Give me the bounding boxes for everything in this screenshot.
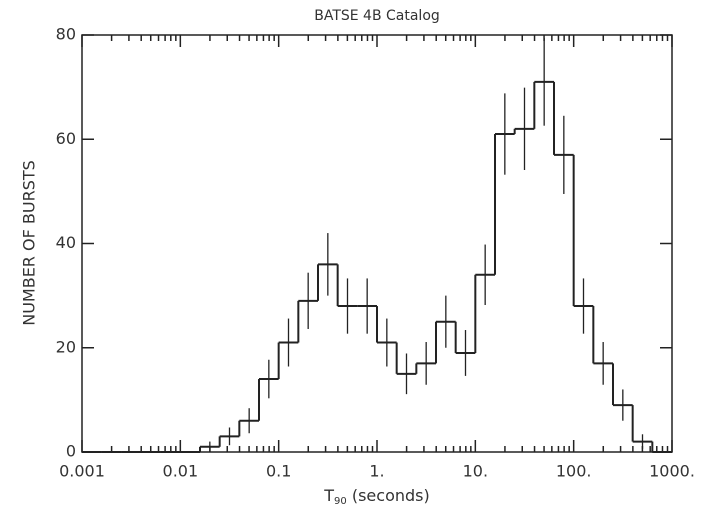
x-tick-label: 1. bbox=[369, 462, 384, 481]
x-tick-label: 0.001 bbox=[59, 462, 105, 481]
y-tick-label: 20 bbox=[56, 337, 76, 356]
x-tick-label: 1000. bbox=[649, 462, 695, 481]
y-tick-label: 40 bbox=[56, 233, 76, 252]
x-axis-label: T90 (seconds) bbox=[323, 486, 429, 508]
x-label-main: T bbox=[323, 486, 334, 505]
x-tick-label: 100. bbox=[556, 462, 592, 481]
y-tick-label: 0 bbox=[66, 442, 76, 461]
chart-title: BATSE 4B Catalog bbox=[314, 8, 440, 24]
x-label-rest: (seconds) bbox=[347, 486, 430, 505]
y-tick-label: 60 bbox=[56, 129, 76, 148]
x-tick-label: 0.1 bbox=[266, 462, 291, 481]
x-label-sub: 90 bbox=[334, 496, 347, 507]
plot-frame bbox=[81, 34, 673, 453]
x-tick-label: 0.01 bbox=[163, 462, 199, 481]
x-tick-label: 10. bbox=[463, 462, 488, 481]
y-tick-label: 80 bbox=[56, 25, 76, 44]
y-axis-label: NUMBER OF BURSTS bbox=[20, 160, 39, 326]
